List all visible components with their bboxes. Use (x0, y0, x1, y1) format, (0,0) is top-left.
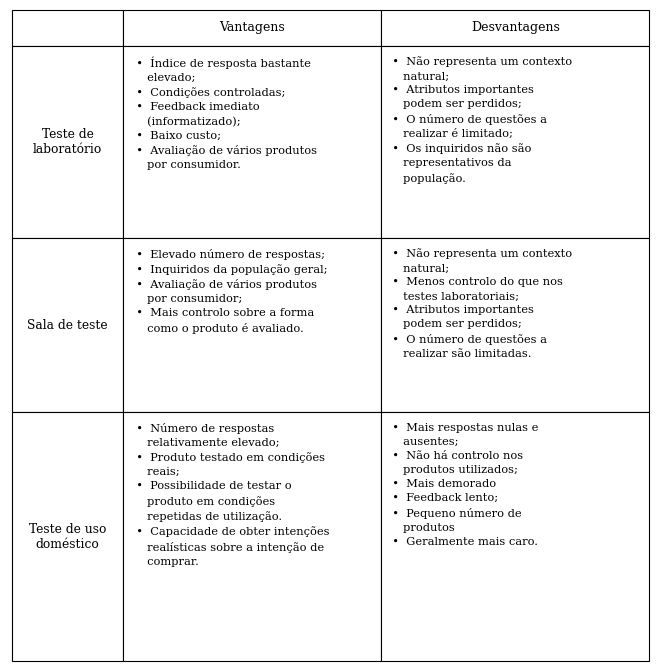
Text: Desvantagens: Desvantagens (471, 21, 560, 34)
Text: Sala de teste: Sala de teste (27, 319, 108, 331)
Bar (124, 10, 381, 46)
Text: •  Não representa um contexto
     natural;
  •  Menos controlo do que nos
     : • Não representa um contexto natural; • … (385, 249, 572, 359)
Text: •  Mais respostas nulas e
     ausentes;
  •  Não há controlo nos
     produtos : • Mais respostas nulas e ausentes; • Não… (385, 423, 539, 547)
Text: Teste de
laboratório: Teste de laboratório (33, 128, 102, 156)
Text: Vantagens: Vantagens (219, 21, 286, 34)
Bar (12, 46, 124, 238)
Bar (381, 46, 649, 238)
Text: •  Índice de resposta bastante
     elevado;
  •  Condições controladas;
  •  Fe: • Índice de resposta bastante elevado; •… (129, 56, 317, 170)
Bar (381, 412, 649, 661)
Bar (12, 412, 124, 661)
Text: Teste de uso
doméstico: Teste de uso doméstico (29, 523, 106, 551)
Bar (12, 10, 124, 46)
Text: •  Não representa um contexto
     natural;
  •  Atributos importantes
     pode: • Não representa um contexto natural; • … (385, 56, 572, 184)
Bar (124, 238, 381, 412)
Bar (124, 46, 381, 238)
Bar (12, 238, 124, 412)
Text: •  Elevado número de respostas;
  •  Inquiridos da população geral;
  •  Avaliaç: • Elevado número de respostas; • Inquiri… (129, 249, 327, 334)
Bar (124, 412, 381, 661)
Text: •  Número de respostas
     relativamente elevado;
  •  Produto testado em condi: • Número de respostas relativamente elev… (129, 423, 329, 566)
Bar (381, 238, 649, 412)
Bar (381, 10, 649, 46)
